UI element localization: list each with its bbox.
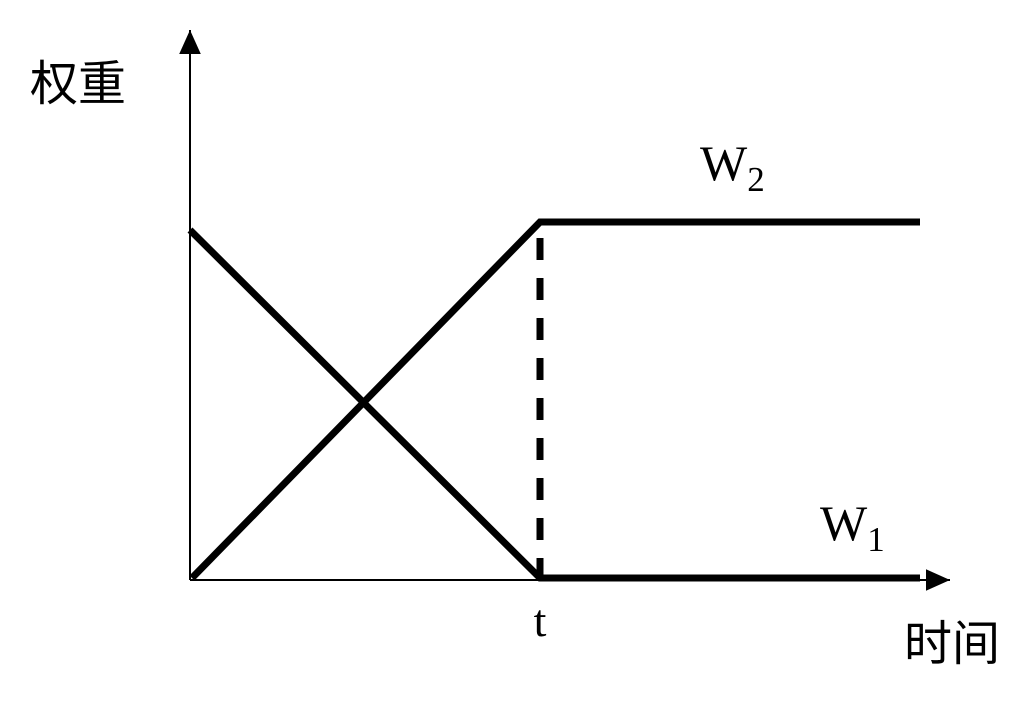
weight-time-chart: 权重时间tW1W2 bbox=[0, 0, 1015, 707]
t-tick-label: t bbox=[534, 595, 547, 646]
x-axis-label: 时间 bbox=[904, 618, 1000, 671]
y-axis-label: 权重 bbox=[30, 58, 126, 111]
